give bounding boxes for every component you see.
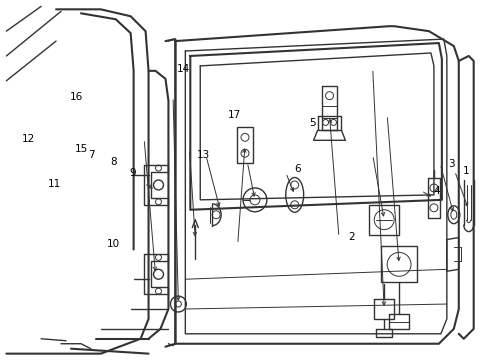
Ellipse shape xyxy=(447,206,459,224)
Text: 4: 4 xyxy=(432,186,439,196)
Circle shape xyxy=(170,296,186,312)
Text: 12: 12 xyxy=(21,134,35,144)
Text: 14: 14 xyxy=(177,64,190,73)
Text: 9: 9 xyxy=(129,168,136,178)
Text: 13: 13 xyxy=(196,150,209,160)
Bar xyxy=(368,205,398,235)
Text: 2: 2 xyxy=(347,232,354,242)
Text: 17: 17 xyxy=(228,110,241,120)
Text: 5: 5 xyxy=(308,118,315,128)
Bar xyxy=(237,127,252,163)
Text: 8: 8 xyxy=(110,157,116,167)
Text: 15: 15 xyxy=(75,144,88,154)
Bar xyxy=(381,247,416,282)
Circle shape xyxy=(243,188,266,212)
Text: 3: 3 xyxy=(447,159,453,169)
Text: 16: 16 xyxy=(70,92,83,102)
Ellipse shape xyxy=(285,177,303,212)
Text: 10: 10 xyxy=(106,239,120,249)
Text: 1: 1 xyxy=(462,166,468,176)
Text: 6: 6 xyxy=(294,163,301,174)
Text: 11: 11 xyxy=(48,179,61,189)
Text: 7: 7 xyxy=(88,150,95,160)
